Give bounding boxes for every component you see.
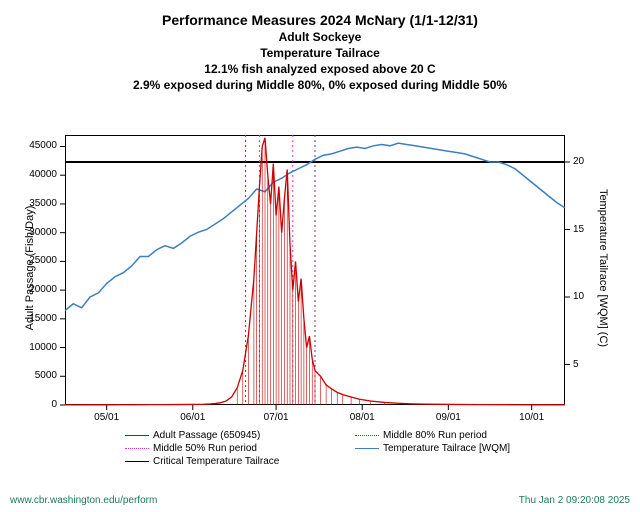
- tick-label: 5: [573, 359, 579, 370]
- legend-label: Middle 80% Run period: [383, 430, 487, 441]
- legend-label: Critical Temperature Tailrace: [153, 456, 279, 467]
- tick-label: 40000: [29, 169, 57, 180]
- tick-label: 10000: [29, 342, 57, 353]
- legend-swatch: [125, 435, 149, 436]
- tick-label: 06/01: [180, 412, 205, 423]
- legend: Adult Passage (650945) Middle 80% Run per…: [125, 430, 565, 469]
- legend-item: Critical Temperature Tailrace: [125, 456, 335, 467]
- legend-item: Middle 80% Run period: [355, 430, 565, 441]
- tick-label: 05/01: [94, 412, 119, 423]
- legend-label: Middle 50% Run period: [153, 443, 257, 454]
- tick-label: 15: [573, 224, 584, 235]
- legend-swatch: [125, 448, 149, 449]
- tick-label: 45000: [29, 140, 57, 151]
- legend-swatch: [355, 448, 379, 449]
- tick-label: 5000: [35, 370, 57, 381]
- legend-swatch: [125, 461, 149, 462]
- tick-label: 10/01: [519, 412, 544, 423]
- tick-label: 08/01: [350, 412, 375, 423]
- legend-item: Adult Passage (650945): [125, 430, 335, 441]
- legend-item: Middle 50% Run period: [125, 443, 335, 454]
- footer-source: www.cbr.washington.edu/perform: [10, 495, 157, 506]
- tick-label: 09/01: [436, 412, 461, 423]
- footer-timestamp: Thu Jan 2 09:20:08 2025: [519, 495, 630, 506]
- legend-label: Temperature Tailrace [WQM]: [383, 443, 510, 454]
- y-axis-left-label: Adult Passage (Fish/Day): [24, 198, 36, 338]
- legend-swatch: [355, 435, 379, 436]
- tick-label: 10: [573, 291, 584, 302]
- y-axis-right-label: Temperature Tailrace [WQM] (C): [597, 178, 609, 358]
- tick-label: 20: [573, 156, 584, 167]
- legend-label: Adult Passage (650945): [153, 430, 260, 441]
- tick-label: 07/01: [264, 412, 289, 423]
- tick-label: 0: [51, 399, 57, 410]
- legend-item: Temperature Tailrace [WQM]: [355, 443, 565, 454]
